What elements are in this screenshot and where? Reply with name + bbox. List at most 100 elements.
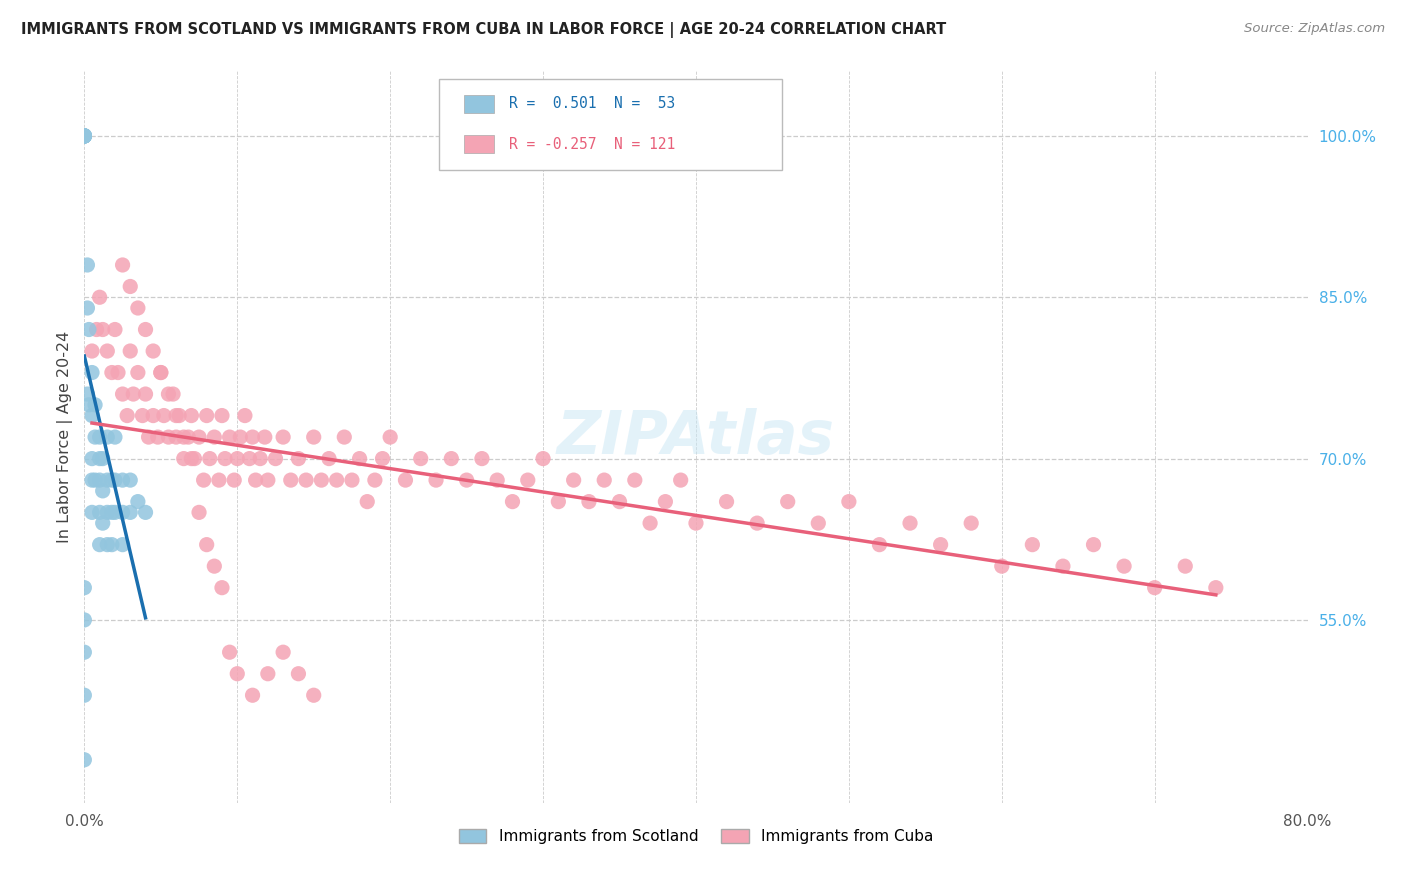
Point bbox=[195, 409, 218, 423]
Point bbox=[101, 505, 124, 519]
Point bbox=[76, 258, 98, 272]
Point bbox=[89, 290, 111, 304]
Point bbox=[838, 494, 860, 508]
Point bbox=[122, 387, 145, 401]
Point bbox=[104, 430, 127, 444]
Point bbox=[242, 688, 264, 702]
FancyBboxPatch shape bbox=[464, 95, 494, 113]
Point bbox=[96, 430, 118, 444]
Point bbox=[91, 483, 114, 498]
Point bbox=[96, 538, 118, 552]
Point bbox=[471, 451, 494, 466]
Point bbox=[198, 451, 221, 466]
Point bbox=[80, 505, 103, 519]
Point bbox=[1114, 559, 1136, 574]
Point bbox=[80, 473, 103, 487]
Point bbox=[287, 666, 309, 681]
Point bbox=[195, 538, 218, 552]
Point bbox=[340, 473, 363, 487]
Point bbox=[1205, 581, 1227, 595]
Point bbox=[531, 451, 554, 466]
Point bbox=[173, 451, 195, 466]
Point bbox=[302, 688, 325, 702]
Point bbox=[111, 387, 134, 401]
Point bbox=[91, 451, 114, 466]
Point bbox=[233, 409, 256, 423]
Point bbox=[89, 473, 111, 487]
Point bbox=[165, 430, 187, 444]
Point bbox=[142, 409, 165, 423]
Point bbox=[73, 581, 96, 595]
Point bbox=[807, 516, 830, 530]
Point bbox=[111, 258, 134, 272]
Point bbox=[295, 473, 318, 487]
Point bbox=[271, 645, 294, 659]
Point bbox=[183, 451, 205, 466]
Y-axis label: In Labor Force | Age 20-24: In Labor Force | Age 20-24 bbox=[58, 331, 73, 543]
Point bbox=[120, 473, 142, 487]
Point bbox=[120, 505, 142, 519]
Point bbox=[73, 128, 96, 143]
Point bbox=[180, 451, 202, 466]
Point bbox=[157, 430, 180, 444]
Point bbox=[167, 409, 190, 423]
Point bbox=[211, 581, 233, 595]
Point bbox=[127, 301, 149, 315]
Point bbox=[77, 398, 100, 412]
Point bbox=[188, 430, 211, 444]
Point bbox=[162, 387, 184, 401]
Point bbox=[115, 409, 138, 423]
Point bbox=[1143, 581, 1166, 595]
Point bbox=[73, 128, 96, 143]
Point bbox=[638, 516, 661, 530]
Point bbox=[287, 451, 309, 466]
Point bbox=[218, 430, 240, 444]
Point bbox=[202, 430, 225, 444]
Point bbox=[245, 473, 267, 487]
Point bbox=[104, 322, 127, 336]
Point bbox=[127, 366, 149, 380]
Point bbox=[73, 688, 96, 702]
Point bbox=[224, 473, 246, 487]
Text: R =  0.501  N =  53: R = 0.501 N = 53 bbox=[509, 96, 675, 112]
Point bbox=[318, 451, 340, 466]
Point bbox=[77, 322, 100, 336]
Point bbox=[394, 473, 416, 487]
Point bbox=[73, 128, 96, 143]
Point bbox=[76, 387, 98, 401]
Point bbox=[1083, 538, 1105, 552]
Point bbox=[135, 322, 157, 336]
Point bbox=[73, 128, 96, 143]
Point bbox=[249, 451, 271, 466]
Point bbox=[89, 505, 111, 519]
Point bbox=[1052, 559, 1074, 574]
Point bbox=[502, 494, 524, 508]
Point bbox=[80, 366, 103, 380]
Point bbox=[73, 128, 96, 143]
Point bbox=[111, 473, 134, 487]
Text: IMMIGRANTS FROM SCOTLAND VS IMMIGRANTS FROM CUBA IN LABOR FORCE | AGE 20-24 CORR: IMMIGRANTS FROM SCOTLAND VS IMMIGRANTS F… bbox=[21, 22, 946, 38]
Point bbox=[409, 451, 432, 466]
Point bbox=[776, 494, 799, 508]
Text: ZIPAtlas: ZIPAtlas bbox=[557, 408, 835, 467]
Point bbox=[229, 430, 252, 444]
Point bbox=[257, 666, 280, 681]
Point bbox=[226, 451, 249, 466]
FancyBboxPatch shape bbox=[464, 135, 494, 153]
Point bbox=[747, 516, 769, 530]
Point bbox=[96, 505, 118, 519]
Point bbox=[669, 473, 692, 487]
Point bbox=[898, 516, 921, 530]
Point bbox=[120, 279, 142, 293]
Point bbox=[516, 473, 538, 487]
Point bbox=[960, 516, 983, 530]
Point bbox=[127, 494, 149, 508]
Point bbox=[149, 366, 172, 380]
Point bbox=[654, 494, 676, 508]
Point bbox=[96, 344, 118, 359]
Point bbox=[202, 559, 225, 574]
Point bbox=[80, 409, 103, 423]
Point bbox=[253, 430, 276, 444]
Point bbox=[562, 473, 585, 487]
Point bbox=[73, 128, 96, 143]
